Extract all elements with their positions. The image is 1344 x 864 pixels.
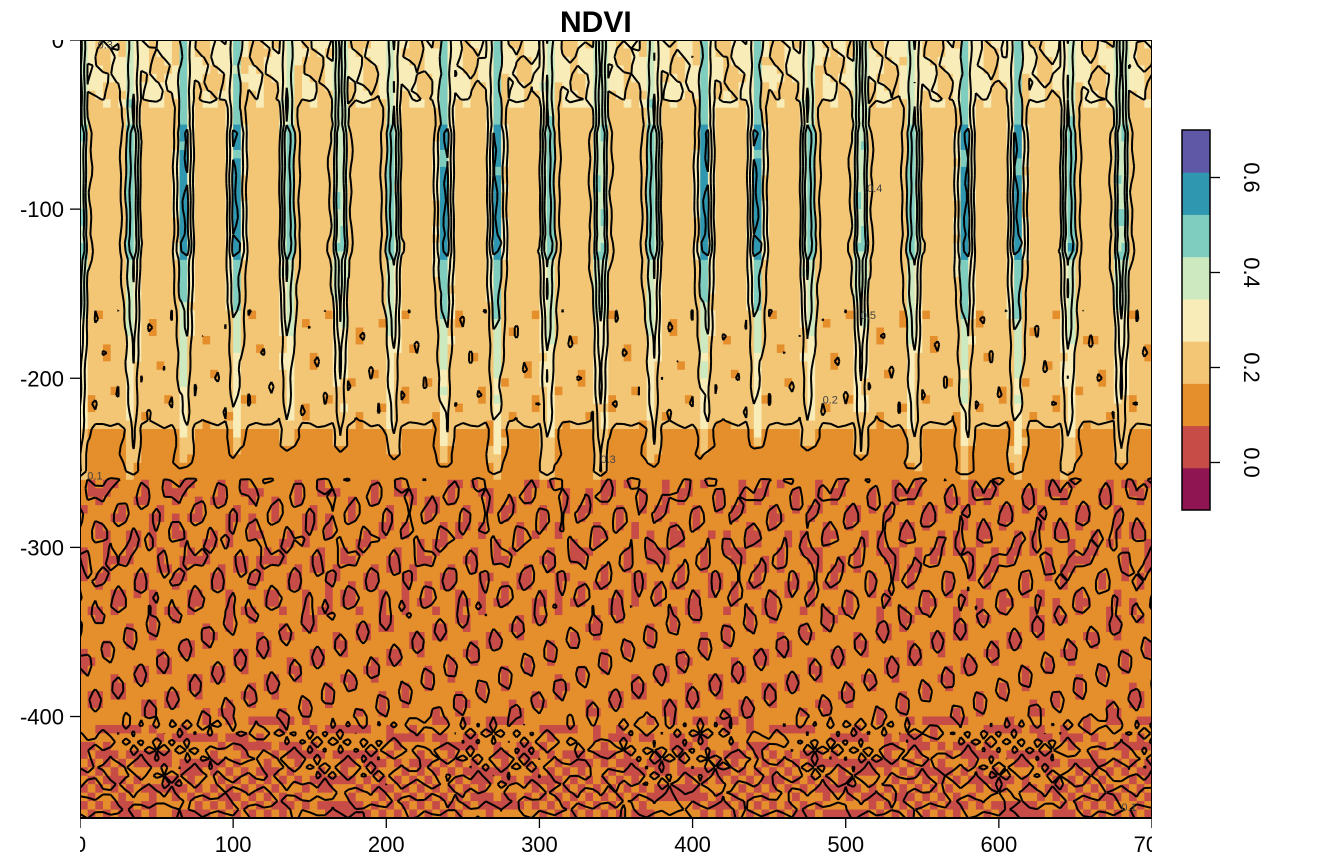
plot-svg: 0.10.10.20.30.30.40.50.50100200300400500… [80, 40, 1152, 864]
plot-area: 0.10.10.20.30.30.40.50.50100200300400500… [80, 40, 1152, 818]
colorbar-svg: 0.00.20.40.6 [1172, 120, 1332, 530]
colorbar: 0.00.20.40.6 [1172, 120, 1332, 530]
heatmap-cells [80, 40, 1152, 819]
y-axis: 0-100-200-300-400 [0, 40, 80, 864]
chart-title: NDVI [560, 6, 632, 40]
x-axis: 0100200300400500600700 [80, 818, 1152, 857]
ndvi-chart: NDVI 0.10.10.20.30.30.40.50.501002003004… [0, 0, 1344, 864]
